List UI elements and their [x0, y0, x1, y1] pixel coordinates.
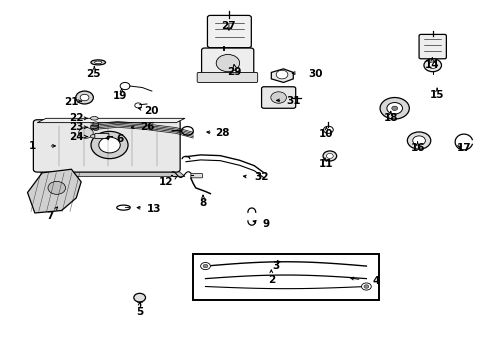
Circle shape: [80, 94, 89, 101]
FancyBboxPatch shape: [207, 15, 251, 48]
Ellipse shape: [91, 60, 105, 65]
Text: 3: 3: [272, 261, 279, 271]
Text: 25: 25: [86, 69, 101, 79]
Text: 23: 23: [69, 122, 83, 132]
Circle shape: [93, 122, 99, 126]
Bar: [193, 253, 378, 300]
Text: 19: 19: [113, 91, 127, 101]
Circle shape: [48, 181, 65, 194]
Circle shape: [427, 62, 436, 68]
Circle shape: [79, 127, 93, 138]
Text: 15: 15: [429, 90, 444, 100]
Ellipse shape: [90, 134, 98, 138]
Text: 24: 24: [69, 132, 83, 141]
Ellipse shape: [90, 125, 98, 129]
Text: 10: 10: [319, 130, 333, 139]
Text: 14: 14: [424, 60, 439, 70]
Text: 1: 1: [29, 141, 36, 151]
Circle shape: [407, 132, 430, 149]
Circle shape: [200, 262, 210, 270]
Text: 7: 7: [46, 211, 53, 221]
Text: 6: 6: [116, 134, 123, 144]
FancyBboxPatch shape: [33, 120, 180, 172]
FancyBboxPatch shape: [190, 174, 202, 178]
Text: 30: 30: [307, 69, 322, 79]
FancyBboxPatch shape: [197, 72, 257, 82]
Text: 26: 26: [140, 122, 154, 132]
Circle shape: [276, 70, 287, 79]
Circle shape: [379, 98, 408, 119]
Circle shape: [134, 293, 145, 302]
Ellipse shape: [94, 61, 102, 64]
Circle shape: [423, 59, 441, 72]
Polygon shape: [37, 169, 184, 176]
Polygon shape: [271, 69, 293, 82]
Circle shape: [412, 136, 425, 145]
Text: 8: 8: [199, 198, 206, 208]
Text: 13: 13: [147, 204, 161, 214]
Circle shape: [270, 92, 286, 103]
Circle shape: [216, 54, 239, 72]
Circle shape: [391, 106, 397, 111]
Circle shape: [76, 91, 93, 104]
Circle shape: [326, 153, 332, 158]
FancyBboxPatch shape: [201, 48, 253, 78]
Ellipse shape: [90, 117, 98, 120]
Text: 17: 17: [456, 143, 470, 153]
Text: 9: 9: [263, 219, 269, 229]
Circle shape: [120, 82, 130, 90]
Text: 12: 12: [159, 177, 173, 187]
Text: 5: 5: [136, 307, 143, 317]
Circle shape: [386, 103, 402, 114]
Text: 2: 2: [267, 275, 274, 285]
Circle shape: [93, 126, 99, 131]
Circle shape: [91, 131, 128, 159]
Circle shape: [361, 283, 370, 290]
Text: 31: 31: [285, 96, 300, 106]
Text: 4: 4: [372, 276, 379, 286]
Circle shape: [135, 103, 142, 108]
Text: 16: 16: [409, 143, 424, 153]
Text: 11: 11: [319, 159, 333, 169]
Text: 27: 27: [221, 21, 236, 31]
Text: 20: 20: [144, 106, 159, 116]
Text: 21: 21: [64, 97, 79, 107]
Circle shape: [363, 285, 368, 288]
Circle shape: [99, 137, 120, 153]
Text: 22: 22: [69, 113, 83, 123]
FancyBboxPatch shape: [261, 87, 295, 108]
Text: 29: 29: [227, 67, 242, 77]
Circle shape: [323, 126, 332, 134]
Circle shape: [203, 264, 207, 268]
Circle shape: [181, 127, 193, 135]
Polygon shape: [27, 169, 81, 213]
Text: 28: 28: [215, 129, 229, 138]
FancyBboxPatch shape: [95, 134, 109, 138]
FancyBboxPatch shape: [418, 35, 446, 59]
Text: 32: 32: [254, 172, 268, 183]
Polygon shape: [37, 118, 184, 123]
Circle shape: [323, 151, 336, 161]
Text: 18: 18: [383, 113, 397, 123]
Circle shape: [93, 124, 99, 129]
